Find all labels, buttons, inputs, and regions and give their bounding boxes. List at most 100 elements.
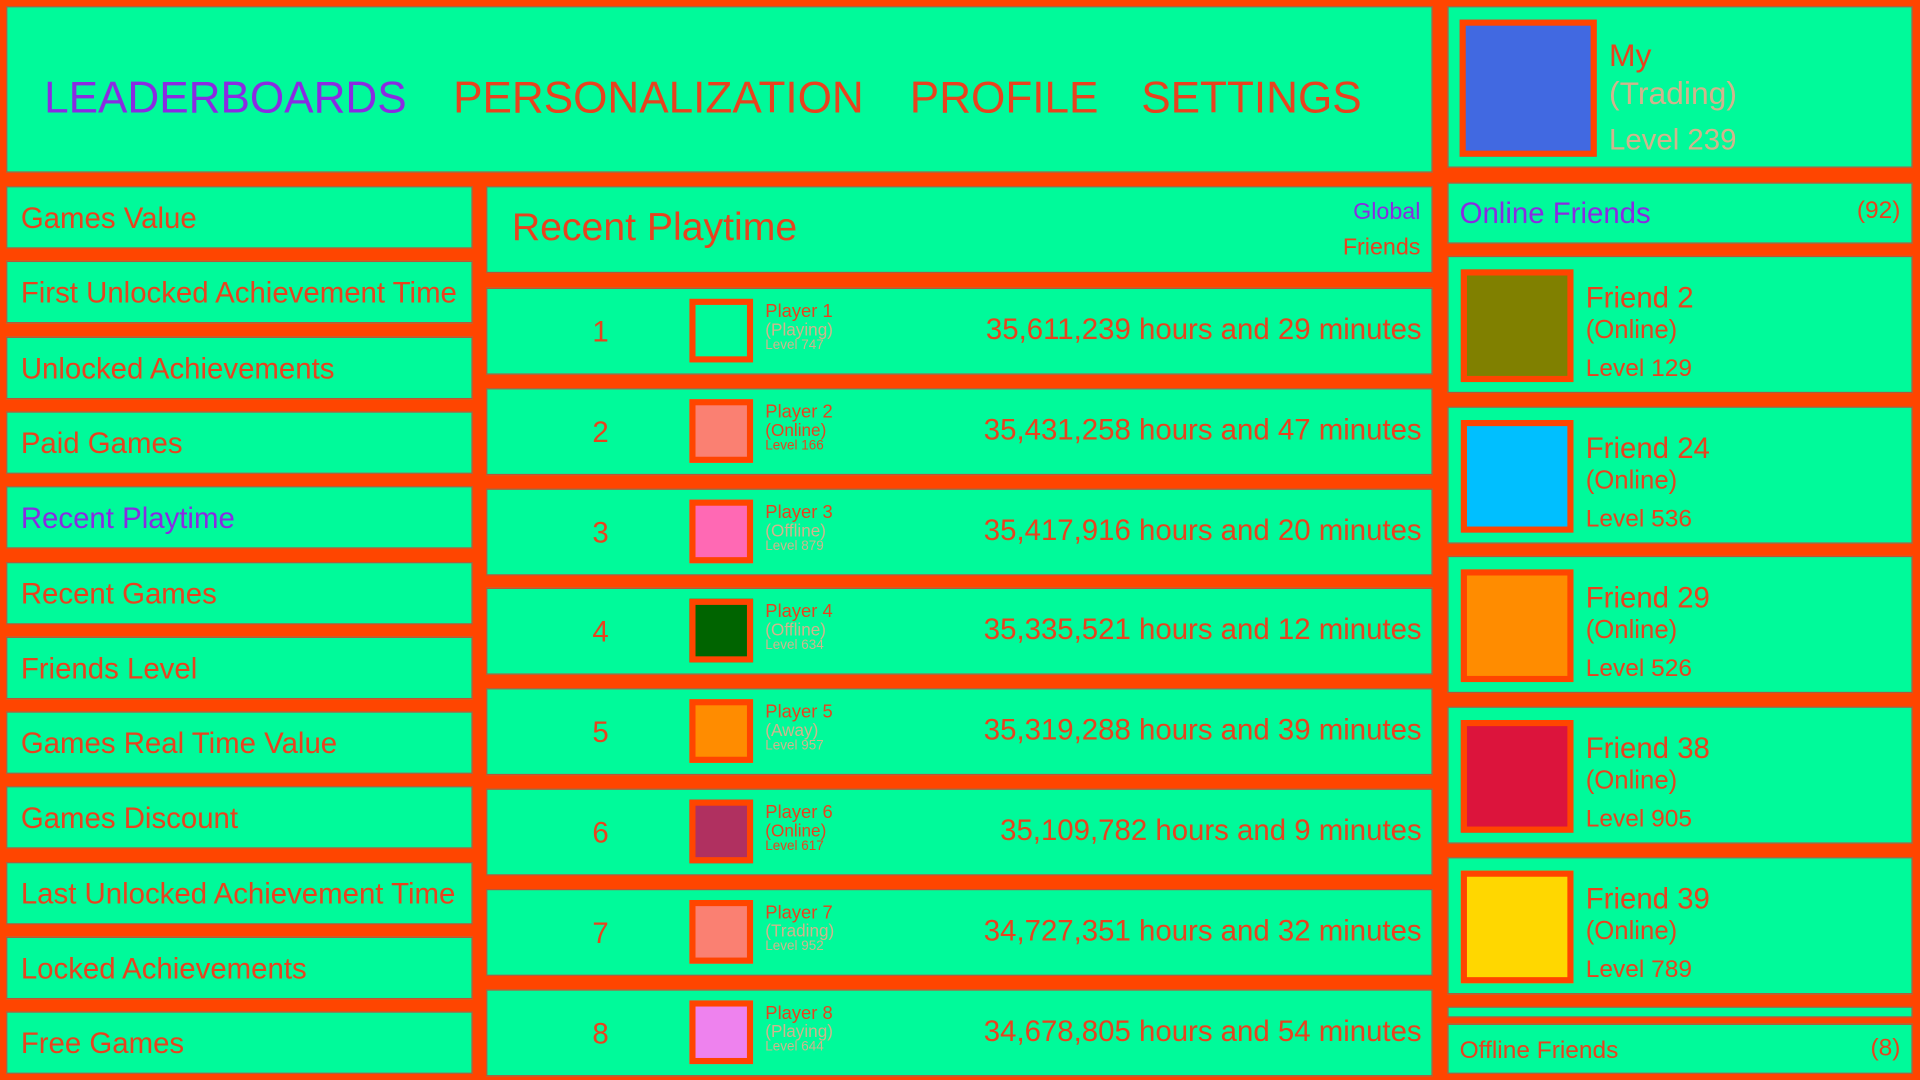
sidebar-item[interactable]: Free Games <box>6 1011 473 1075</box>
sidebar-item[interactable]: Locked Achievements <box>6 936 473 1000</box>
leaderboard-row[interactable]: 1 Player 1 (Playing) Level 747 35,611,23… <box>486 287 1433 375</box>
player-level: Level 166 <box>765 438 824 453</box>
friend-name: Friend 39 <box>1585 882 1710 916</box>
rank: 4 <box>592 616 609 650</box>
friend-status: (Online) <box>1585 466 1678 495</box>
player-info: Player 5 (Away) Level 957 <box>765 703 832 754</box>
player-status: (Away) <box>765 720 819 740</box>
leaderboard-row[interactable]: 8 Player 8 (Playing) Level 644 34,678,80… <box>486 988 1433 1076</box>
player-name: Player 2 <box>765 401 833 423</box>
leaderboard-row[interactable]: 7 Player 7 (Trading) Level 952 34,727,35… <box>486 888 1433 976</box>
friend-card[interactable]: Friend 24 (Online) Level 536 <box>1447 406 1913 544</box>
leaderboard-row[interactable]: 4 Player 4 (Offline) Level 634 35,335,52… <box>486 588 1433 676</box>
friend-avatar <box>1460 419 1574 533</box>
player-status: (Offline) <box>765 519 826 540</box>
sidebar-item-label: Unlocked Achievements <box>20 352 335 386</box>
friend-status: (Online) <box>1585 916 1678 946</box>
sidebar-item[interactable]: Recent Games <box>6 561 473 624</box>
profile-name: My <box>1608 36 1652 74</box>
leaderboard-row[interactable]: 2 Player 2 (Online) Level 166 35,431,258… <box>486 387 1433 475</box>
friend-name: Friend 24 <box>1585 431 1710 465</box>
sidebar-item-label: Games Discount <box>20 802 239 836</box>
sidebar-item-label: Recent Playtime <box>20 502 235 536</box>
sidebar-item[interactable]: Recent Playtime <box>6 486 473 549</box>
player-info: Player 1 (Playing) Level 747 <box>765 302 833 353</box>
player-avatar <box>689 899 754 964</box>
sidebar-item[interactable]: Unlocked Achievements <box>6 336 473 399</box>
friend-card[interactable]: Friend 38 (Online) Level 905 <box>1447 706 1913 844</box>
player-avatar <box>689 298 754 363</box>
leaderboard-row[interactable]: 6 Player 6 (Online) Level 617 35,109,782… <box>486 788 1433 876</box>
nav-settings[interactable]: SETTINGS <box>1141 72 1362 123</box>
scope-friends[interactable]: Friends <box>1342 235 1421 261</box>
leaderboard-row[interactable]: 5 Player 5 (Away) Level 957 35,319,288 h… <box>486 688 1433 776</box>
player-info: Player 8 (Playing) Level 644 <box>765 1002 833 1054</box>
player-avatar <box>689 599 754 663</box>
sidebar-item-label: Friends Level <box>20 652 198 686</box>
sidebar-item[interactable]: Games Real Time Value <box>6 711 473 774</box>
player-status: (Playing) <box>765 1020 833 1041</box>
sidebar-item[interactable]: Games Value <box>6 186 473 249</box>
sidebar-item-label: Games Real Time Value <box>20 727 338 761</box>
sidebar-item-label: Locked Achievements <box>20 952 307 986</box>
nav-profile[interactable]: PROFILE <box>909 72 1099 123</box>
player-avatar <box>689 398 754 463</box>
player-status: (Trading) <box>765 920 835 941</box>
player-info: Player 6 (Online) Level 617 <box>765 803 832 854</box>
online-friends-count: (92) <box>1856 197 1901 225</box>
sidebar-item[interactable]: Friends Level <box>6 636 473 699</box>
profile-card[interactable]: My (Trading) Level 239 <box>1447 6 1913 168</box>
online-friends-header[interactable]: Online Friends (92) <box>1447 182 1913 244</box>
friend-name: Friend 2 <box>1585 281 1694 315</box>
offline-friends-header[interactable]: Offline Friends (8) <box>1447 1023 1913 1074</box>
rank: 2 <box>592 416 609 450</box>
playtime-value: 35,335,521 hours and 12 minutes <box>983 613 1422 648</box>
playtime-value: 35,611,239 hours and 29 minutes <box>985 313 1422 347</box>
player-name: Player 4 <box>765 601 833 623</box>
player-level: Level 957 <box>765 738 824 754</box>
sidebar-item-label: Games Value <box>20 202 197 236</box>
sidebar-item[interactable]: First Unlocked Achievement Time <box>6 261 473 324</box>
scrollbar[interactable] <box>1447 1006 1913 1018</box>
friend-status: (Online) <box>1585 315 1678 345</box>
sidebar-item[interactable]: Games Discount <box>6 786 473 850</box>
player-name: Player 8 <box>765 1002 833 1024</box>
friend-level: Level 905 <box>1585 805 1692 833</box>
sidebar-item-label: Free Games <box>20 1027 185 1061</box>
leaderboard-header: Recent Playtime Global Friends <box>486 186 1433 274</box>
friend-card[interactable]: Friend 2 (Online) Level 129 <box>1447 255 1913 394</box>
friend-card[interactable]: Friend 39 (Online) Level 789 <box>1447 856 1913 995</box>
player-avatar <box>689 499 754 563</box>
scope-global[interactable]: Global <box>1353 199 1421 226</box>
profile-avatar <box>1459 19 1597 157</box>
player-level: Level 879 <box>765 538 824 553</box>
sidebar-item-label: Paid Games <box>20 427 183 461</box>
player-level: Level 952 <box>765 938 824 954</box>
top-nav: LEADERBOARDS PERSONALIZATION PROFILE SET… <box>6 6 1433 173</box>
friend-level: Level 526 <box>1585 655 1692 683</box>
friend-status: (Online) <box>1585 616 1678 645</box>
sidebar-item-label: Last Unlocked Achievement Time <box>20 877 456 911</box>
player-name: Player 3 <box>765 501 833 523</box>
sidebar-item[interactable]: Last Unlocked Achievement Time <box>6 861 473 925</box>
leaderboard-row[interactable]: 3 Player 3 (Offline) Level 879 35,417,91… <box>486 488 1433 576</box>
player-name: Player 7 <box>765 902 833 924</box>
playtime-value: 35,319,288 hours and 39 minutes <box>983 714 1422 748</box>
nav-leaderboards[interactable]: LEADERBOARDS <box>44 72 407 123</box>
nav-personalization[interactable]: PERSONALIZATION <box>453 72 864 123</box>
sidebar-item-label: First Unlocked Achievement Time <box>20 277 457 311</box>
profile-level: Level 239 <box>1608 123 1737 157</box>
player-avatar <box>689 699 754 764</box>
rank: 5 <box>592 716 609 750</box>
leaderboard-title: Recent Playtime <box>511 204 798 249</box>
rank: 1 <box>592 315 609 349</box>
friend-level: Level 536 <box>1585 505 1692 533</box>
player-level: Level 747 <box>765 337 824 353</box>
player-info: Player 2 (Online) Level 166 <box>765 401 833 453</box>
friend-name: Friend 38 <box>1585 732 1710 766</box>
sidebar-item[interactable]: Paid Games <box>6 411 473 474</box>
friend-card[interactable]: Friend 29 (Online) Level 526 <box>1447 556 1913 694</box>
playtime-value: 34,727,351 hours and 32 minutes <box>983 914 1422 948</box>
friend-level: Level 789 <box>1585 956 1692 984</box>
player-level: Level 617 <box>765 838 824 854</box>
